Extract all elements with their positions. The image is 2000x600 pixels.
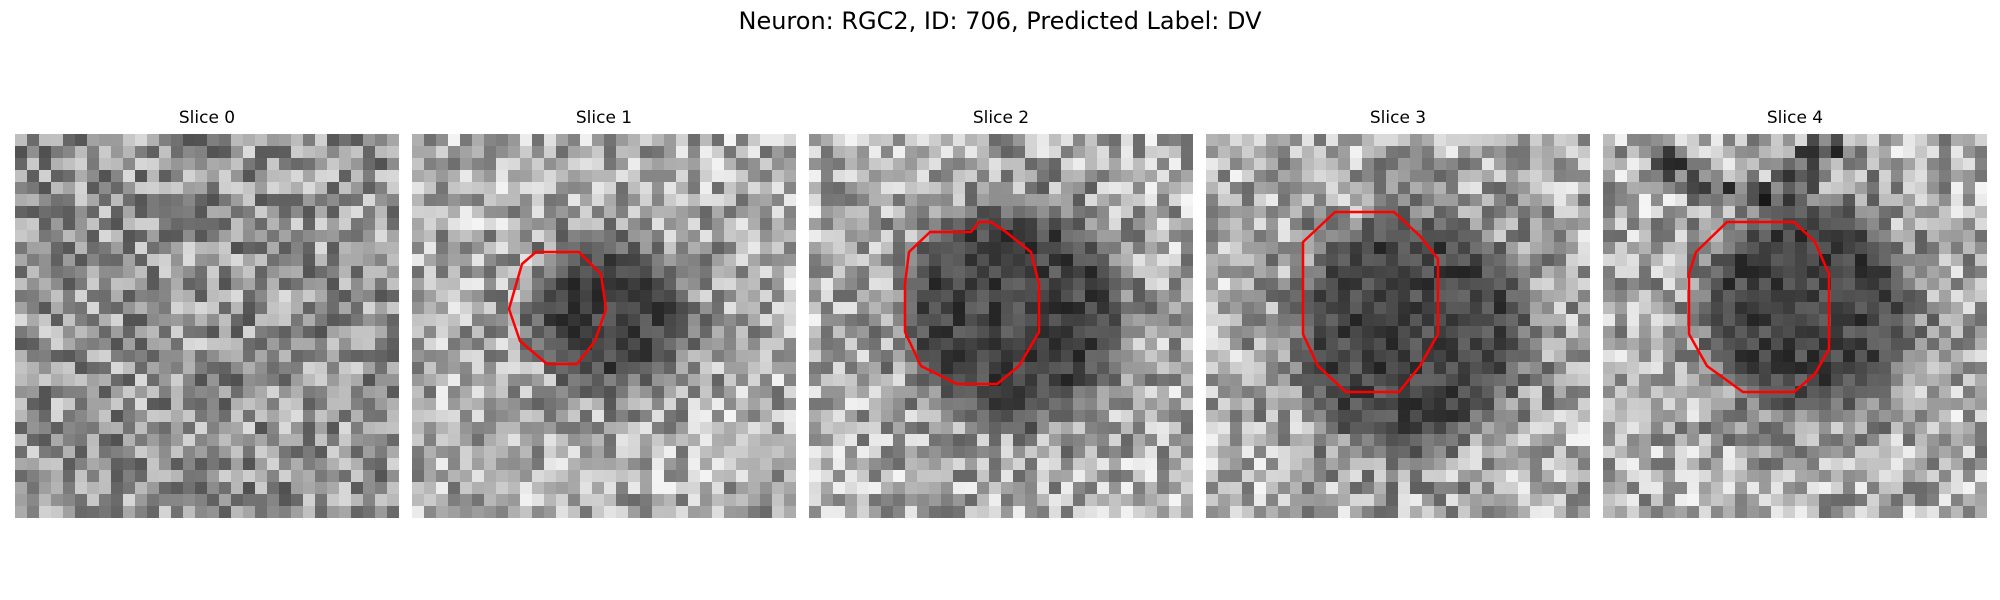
cell-contour — [1301, 210, 1440, 394]
slice-title: Slice 2 — [972, 108, 1030, 128]
figure-title: Neuron: RGC2, ID: 706, Predicted Label: … — [738, 7, 1262, 35]
cell-contour — [507, 250, 608, 366]
slice-image-3 — [1206, 134, 1590, 518]
slice-image-2 — [809, 134, 1193, 518]
slice-title: Slice 4 — [1766, 108, 1824, 128]
slice-title: Slice 1 — [575, 108, 633, 128]
slice-image-1 — [412, 134, 796, 518]
cell-contour — [1687, 220, 1831, 394]
slice-title: Slice 0 — [178, 108, 236, 128]
slice-image-0 — [15, 134, 399, 518]
slice-image-4 — [1603, 134, 1987, 518]
cell-contour — [903, 220, 1041, 386]
slice-title: Slice 3 — [1369, 108, 1427, 128]
